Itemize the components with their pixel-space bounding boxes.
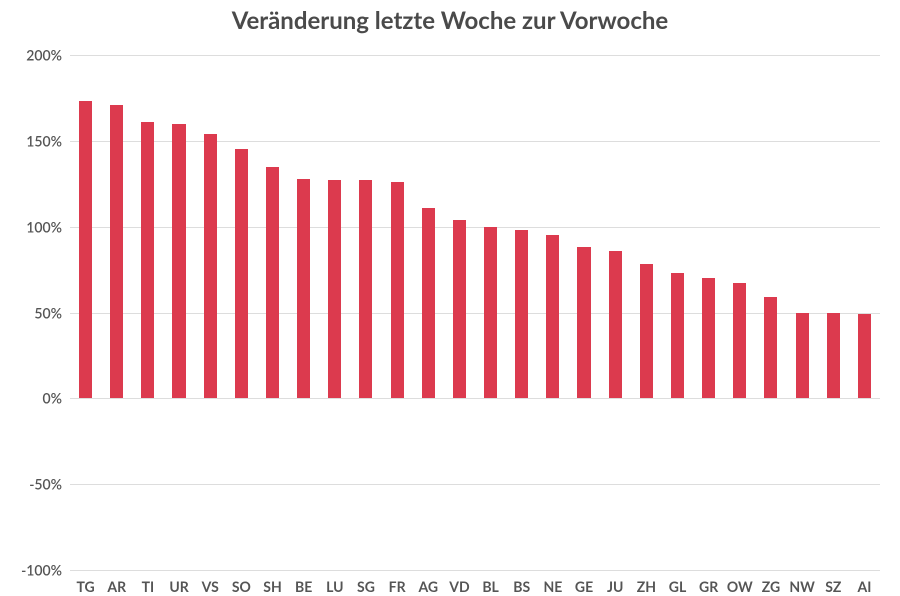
x-tick-label: GL [669, 570, 686, 595]
x-tick-label: GE [575, 570, 593, 595]
plot-area: -100%-50%0%50%100%150%200%TGARTIURVSSOSH… [70, 55, 880, 570]
x-tick-label: AR [107, 570, 126, 595]
x-tick-label: GR [699, 570, 718, 595]
x-tick-label: SO [232, 570, 251, 595]
bar [172, 124, 185, 399]
bar [609, 251, 622, 399]
x-tick-label: FR [389, 570, 406, 595]
bar [328, 180, 341, 398]
y-tick-label: 200% [26, 47, 70, 64]
x-tick-label: LU [326, 570, 343, 595]
gridline [70, 570, 880, 571]
bar [484, 227, 497, 399]
bar [266, 167, 279, 399]
gridline [70, 141, 880, 142]
y-tick-label: 150% [26, 132, 70, 149]
x-tick-label: AI [857, 570, 871, 595]
x-tick-label: BS [513, 570, 530, 595]
bar [297, 179, 310, 399]
x-tick-label: TI [142, 570, 155, 595]
y-tick-label: -50% [29, 476, 70, 493]
bar [235, 149, 248, 398]
bar [827, 313, 840, 399]
bar [671, 273, 684, 398]
x-tick-label: ZH [637, 570, 656, 595]
gridline [70, 484, 880, 485]
bar [515, 230, 528, 398]
bar [110, 105, 123, 399]
y-tick-label: -100% [21, 562, 70, 579]
x-tick-label: AG [418, 570, 438, 595]
x-tick-label: SG [357, 570, 375, 595]
bar [546, 235, 559, 398]
gridline [70, 313, 880, 314]
bar [640, 264, 653, 398]
bar [453, 220, 466, 399]
chart-root: Veränderung letzte Woche zur Vorwoche -1… [0, 0, 900, 596]
bar [577, 247, 590, 398]
x-tick-label: VS [202, 570, 219, 595]
x-tick-label: OW [727, 570, 753, 595]
x-tick-label: BL [482, 570, 499, 595]
x-tick-label: JU [607, 570, 623, 595]
y-tick-label: 0% [43, 390, 70, 407]
x-tick-label: TG [76, 570, 94, 595]
bar [796, 313, 809, 399]
x-tick-label: NW [789, 570, 815, 595]
x-tick-label: BE [295, 570, 312, 595]
chart-title: Veränderung letzte Woche zur Vorwoche [0, 6, 900, 35]
gridline [70, 55, 880, 56]
bar [422, 208, 435, 399]
x-tick-label: SH [263, 570, 281, 595]
y-tick-label: 50% [34, 304, 70, 321]
bar [359, 180, 372, 398]
x-tick-label: SZ [825, 570, 841, 595]
gridline [70, 227, 880, 228]
x-tick-label: NE [543, 570, 562, 595]
x-tick-label: VD [449, 570, 469, 595]
bar [141, 122, 154, 398]
bar [764, 297, 777, 398]
bar [702, 278, 715, 398]
bar [204, 134, 217, 398]
y-tick-label: 100% [26, 218, 70, 235]
x-tick-label: ZG [762, 570, 780, 595]
bar [733, 283, 746, 398]
bar [79, 101, 92, 398]
x-tick-label: UR [169, 570, 188, 595]
bar [391, 182, 404, 398]
bar [858, 314, 871, 398]
gridline [70, 398, 880, 399]
